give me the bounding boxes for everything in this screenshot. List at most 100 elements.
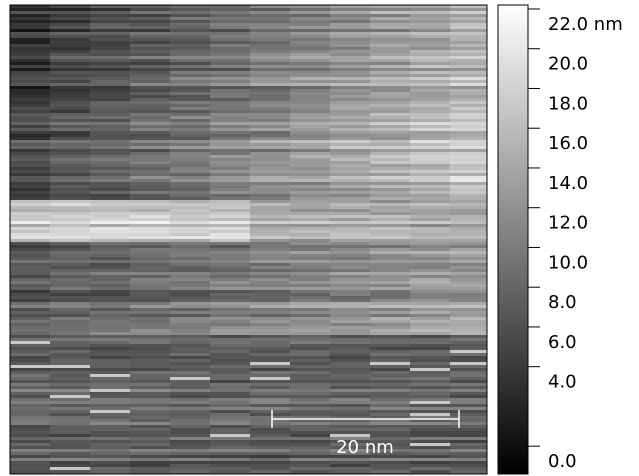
image-strip bbox=[370, 236, 411, 240]
image-strip bbox=[10, 296, 51, 300]
image-strip bbox=[450, 164, 487, 168]
image-strip bbox=[250, 170, 291, 174]
image-strip bbox=[210, 305, 251, 309]
image-strip bbox=[90, 341, 131, 345]
image-strip bbox=[130, 263, 171, 267]
image-strip bbox=[50, 119, 91, 123]
image-strip bbox=[10, 227, 51, 231]
image-strip bbox=[10, 458, 51, 462]
image-strip bbox=[290, 26, 331, 30]
image-strip bbox=[410, 50, 451, 54]
image-strip bbox=[290, 77, 331, 81]
image-strip bbox=[290, 35, 331, 39]
image-strip bbox=[90, 386, 131, 390]
image-strip bbox=[50, 167, 91, 171]
image-strip bbox=[330, 56, 371, 60]
image-strip bbox=[330, 17, 371, 21]
image-strip bbox=[130, 284, 171, 288]
image-strip bbox=[210, 107, 251, 111]
image-strip bbox=[170, 134, 211, 138]
image-strip bbox=[330, 182, 371, 186]
image-strip bbox=[130, 155, 171, 159]
image-strip bbox=[90, 8, 131, 12]
image-strip bbox=[10, 131, 51, 135]
image-strip bbox=[170, 227, 211, 231]
image-strip bbox=[10, 260, 51, 264]
image-strip bbox=[330, 194, 371, 198]
image-strip bbox=[410, 14, 451, 18]
image-strip bbox=[250, 215, 291, 219]
image-strip bbox=[90, 161, 131, 165]
image-strip bbox=[330, 200, 371, 204]
image-strip bbox=[10, 17, 51, 21]
image-strip bbox=[90, 374, 131, 378]
image-strip bbox=[170, 212, 211, 216]
image-strip bbox=[210, 401, 251, 405]
image-strip bbox=[90, 311, 131, 315]
image-strip bbox=[210, 398, 251, 402]
image-strip bbox=[210, 314, 251, 318]
colorbar-tick-label: 20.0 bbox=[548, 54, 588, 75]
image-strip bbox=[370, 389, 411, 393]
image-strip bbox=[290, 209, 331, 213]
image-strip bbox=[10, 365, 51, 369]
image-strip bbox=[10, 68, 51, 72]
image-strip bbox=[330, 134, 371, 138]
image-strip bbox=[210, 251, 251, 255]
image-strip bbox=[210, 377, 251, 381]
image-strip bbox=[50, 95, 91, 99]
image-strip bbox=[10, 359, 51, 363]
image-strip bbox=[90, 11, 131, 15]
image-strip bbox=[90, 56, 131, 60]
image-strip bbox=[170, 47, 211, 51]
image-strip bbox=[170, 65, 211, 69]
image-strip bbox=[290, 428, 331, 432]
image-strip bbox=[210, 383, 251, 387]
image-strip bbox=[410, 131, 451, 135]
image-strip bbox=[290, 140, 331, 144]
image-strip bbox=[90, 218, 131, 222]
image-strip bbox=[10, 83, 51, 87]
image-strip bbox=[250, 206, 291, 210]
image-strip bbox=[50, 464, 91, 468]
image-strip bbox=[50, 452, 91, 456]
image-strip bbox=[250, 416, 291, 420]
image-strip bbox=[290, 437, 331, 441]
image-strip bbox=[130, 377, 171, 381]
image-strip bbox=[450, 122, 487, 126]
image-strip bbox=[90, 116, 131, 120]
image-strip bbox=[90, 443, 131, 447]
image-strip bbox=[210, 266, 251, 270]
image-strip bbox=[250, 68, 291, 72]
image-strip bbox=[50, 437, 91, 441]
image-strip bbox=[330, 368, 371, 372]
image-strip bbox=[170, 26, 211, 30]
image-strip bbox=[330, 218, 371, 222]
image-strip bbox=[450, 170, 487, 174]
image-strip bbox=[330, 227, 371, 231]
image-strip bbox=[370, 281, 411, 285]
image-strip bbox=[130, 203, 171, 207]
image-strip bbox=[10, 392, 51, 396]
image-strip bbox=[410, 194, 451, 198]
image-strip bbox=[330, 452, 371, 456]
image-strip bbox=[370, 452, 411, 456]
image-strip bbox=[330, 119, 371, 123]
image-strip bbox=[90, 92, 131, 96]
image-strip bbox=[450, 56, 487, 60]
image-strip bbox=[130, 227, 171, 231]
image-strip bbox=[50, 431, 91, 435]
image-strip bbox=[250, 143, 291, 147]
image-strip bbox=[290, 329, 331, 333]
image-strip bbox=[170, 68, 211, 72]
image-strip bbox=[410, 365, 451, 369]
image-strip bbox=[50, 239, 91, 243]
image-strip bbox=[250, 443, 291, 447]
image-strip bbox=[330, 248, 371, 252]
image-strip bbox=[90, 101, 131, 105]
image-strip bbox=[450, 287, 487, 291]
image-strip bbox=[90, 146, 131, 150]
image-strip bbox=[410, 326, 451, 330]
image-strip bbox=[450, 68, 487, 72]
image-strip bbox=[50, 401, 91, 405]
